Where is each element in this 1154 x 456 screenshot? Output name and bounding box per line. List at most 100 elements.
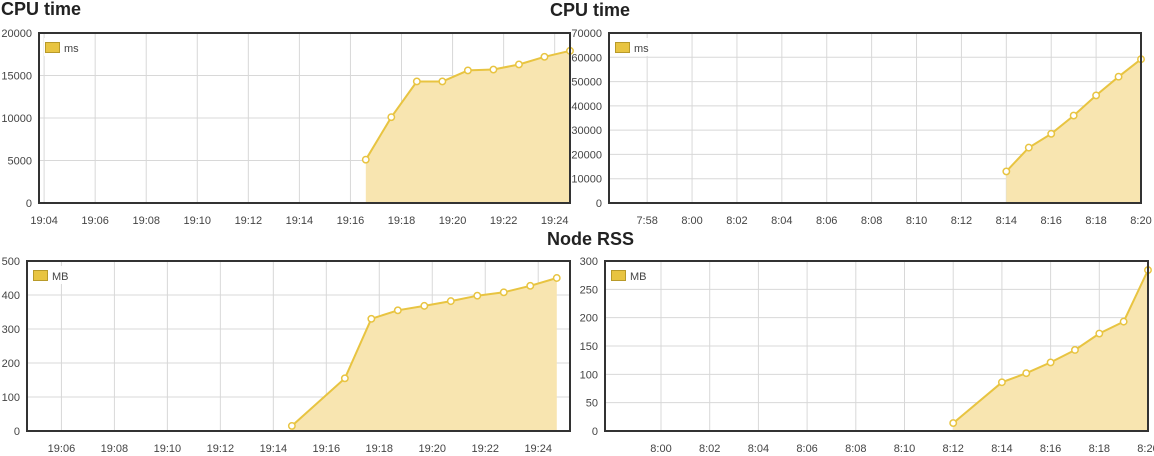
- data-point: [1024, 143, 1033, 152]
- x-tick-label: 19:22: [490, 215, 518, 227]
- data-point: [1119, 317, 1128, 326]
- x-tick-label: 19:10: [154, 443, 182, 455]
- data-point: [1046, 358, 1055, 367]
- y-tick-label: 60000: [571, 52, 602, 64]
- x-tick-label: 8:16: [1040, 443, 1061, 455]
- data-point: [1114, 72, 1123, 81]
- data-point: [489, 65, 498, 74]
- x-tick-label: 19:08: [132, 215, 160, 227]
- data-point: [340, 374, 349, 383]
- x-tick-label: 8:00: [681, 215, 702, 227]
- data-point: [1002, 167, 1011, 176]
- x-tick-label: 19:12: [207, 443, 235, 455]
- x-tick-label: 8:08: [861, 215, 882, 227]
- data-point: [367, 314, 376, 323]
- data-point: [393, 306, 402, 315]
- legend-label: ms: [634, 43, 649, 55]
- data-point: [420, 301, 429, 310]
- data-point: [997, 378, 1006, 387]
- y-tick-label: 200: [580, 313, 598, 325]
- data-point: [949, 419, 958, 428]
- data-point: [387, 113, 396, 122]
- series-area: [291, 278, 557, 431]
- data-point: [499, 288, 508, 297]
- y-tick-label: 5000: [8, 156, 32, 168]
- chart-title-cpu-time-left: CPU time: [1, 0, 82, 19]
- data-point: [361, 155, 370, 164]
- legend-label: MB: [52, 271, 69, 283]
- y-tick-label: 30000: [571, 125, 602, 137]
- x-tick-label: 19:10: [184, 215, 212, 227]
- x-tick-label: 8:18: [1089, 443, 1110, 455]
- series-area: [953, 270, 1148, 431]
- x-tick-label: 8:02: [726, 215, 747, 227]
- y-tick-label: 200: [2, 358, 20, 370]
- legend-label: ms: [64, 43, 79, 55]
- x-tick-label: 8:12: [951, 215, 972, 227]
- x-tick-label: 8:12: [942, 443, 963, 455]
- chart-title-node-rss: Node RSS: [547, 229, 635, 249]
- x-tick-label: 19:24: [541, 215, 569, 227]
- x-tick-label: 19:06: [48, 443, 76, 455]
- y-tick-label: 20000: [1, 28, 32, 40]
- y-tick-label: 50000: [571, 77, 602, 89]
- y-tick-label: 70000: [571, 28, 602, 40]
- data-point: [552, 274, 561, 282]
- data-point: [446, 297, 455, 306]
- y-tick-label: 300: [580, 256, 598, 268]
- y-tick-label: 250: [580, 284, 598, 296]
- x-tick-label: 19:08: [101, 443, 129, 455]
- data-point: [1092, 91, 1101, 100]
- x-tick-label: 8:06: [816, 215, 837, 227]
- x-tick-label: 19:24: [524, 443, 552, 455]
- x-tick-label: 8:14: [996, 215, 1017, 227]
- y-tick-label: 10000: [571, 174, 602, 186]
- plot-frame: [26, 260, 571, 432]
- y-tick-label: 100: [580, 369, 598, 381]
- data-point: [1069, 111, 1078, 120]
- data-point: [540, 52, 549, 61]
- data-point: [1071, 346, 1079, 354]
- x-tick-label: 19:18: [366, 443, 394, 455]
- data-point: [463, 66, 472, 75]
- y-tick-label: 0: [596, 198, 602, 210]
- data-point: [1095, 329, 1104, 338]
- y-tick-label: 15000: [1, 71, 32, 83]
- x-tick-label: 8:14: [991, 443, 1012, 455]
- y-tick-label: 0: [26, 198, 32, 210]
- x-tick-label: 19:12: [235, 215, 263, 227]
- x-tick-label: 19:18: [388, 215, 416, 227]
- x-tick-label: 8:10: [906, 215, 927, 227]
- x-tick-label: 19:06: [81, 215, 109, 227]
- data-point: [526, 281, 535, 290]
- y-tick-label: 500: [2, 256, 20, 268]
- data-point: [514, 60, 523, 69]
- data-point: [473, 291, 482, 300]
- data-point: [438, 77, 447, 86]
- series-area: [1006, 59, 1141, 204]
- series-line: [291, 277, 558, 427]
- series-area: [365, 50, 570, 203]
- x-tick-label: 8:00: [650, 443, 671, 455]
- x-tick-label: 8:08: [845, 443, 866, 455]
- x-tick-label: 19:22: [471, 443, 499, 455]
- x-tick-label: 8:06: [796, 443, 817, 455]
- y-tick-label: 50: [586, 398, 598, 410]
- y-tick-label: 0: [592, 426, 598, 438]
- y-tick-label: 300: [2, 324, 20, 336]
- x-tick-label: 8:16: [1041, 215, 1062, 227]
- plot-frame: [38, 32, 571, 204]
- plot-frame: [604, 260, 1149, 432]
- x-tick-label: 19:16: [337, 215, 365, 227]
- x-tick-label: 19:14: [260, 443, 288, 455]
- series-line: [952, 269, 1149, 424]
- x-tick-label: 8:20: [1130, 215, 1151, 227]
- data-point: [287, 421, 296, 430]
- chart-title-cpu-time-right: CPU time: [550, 0, 631, 20]
- x-tick-label: 19:20: [418, 443, 446, 455]
- x-tick-label: 19:16: [313, 443, 341, 455]
